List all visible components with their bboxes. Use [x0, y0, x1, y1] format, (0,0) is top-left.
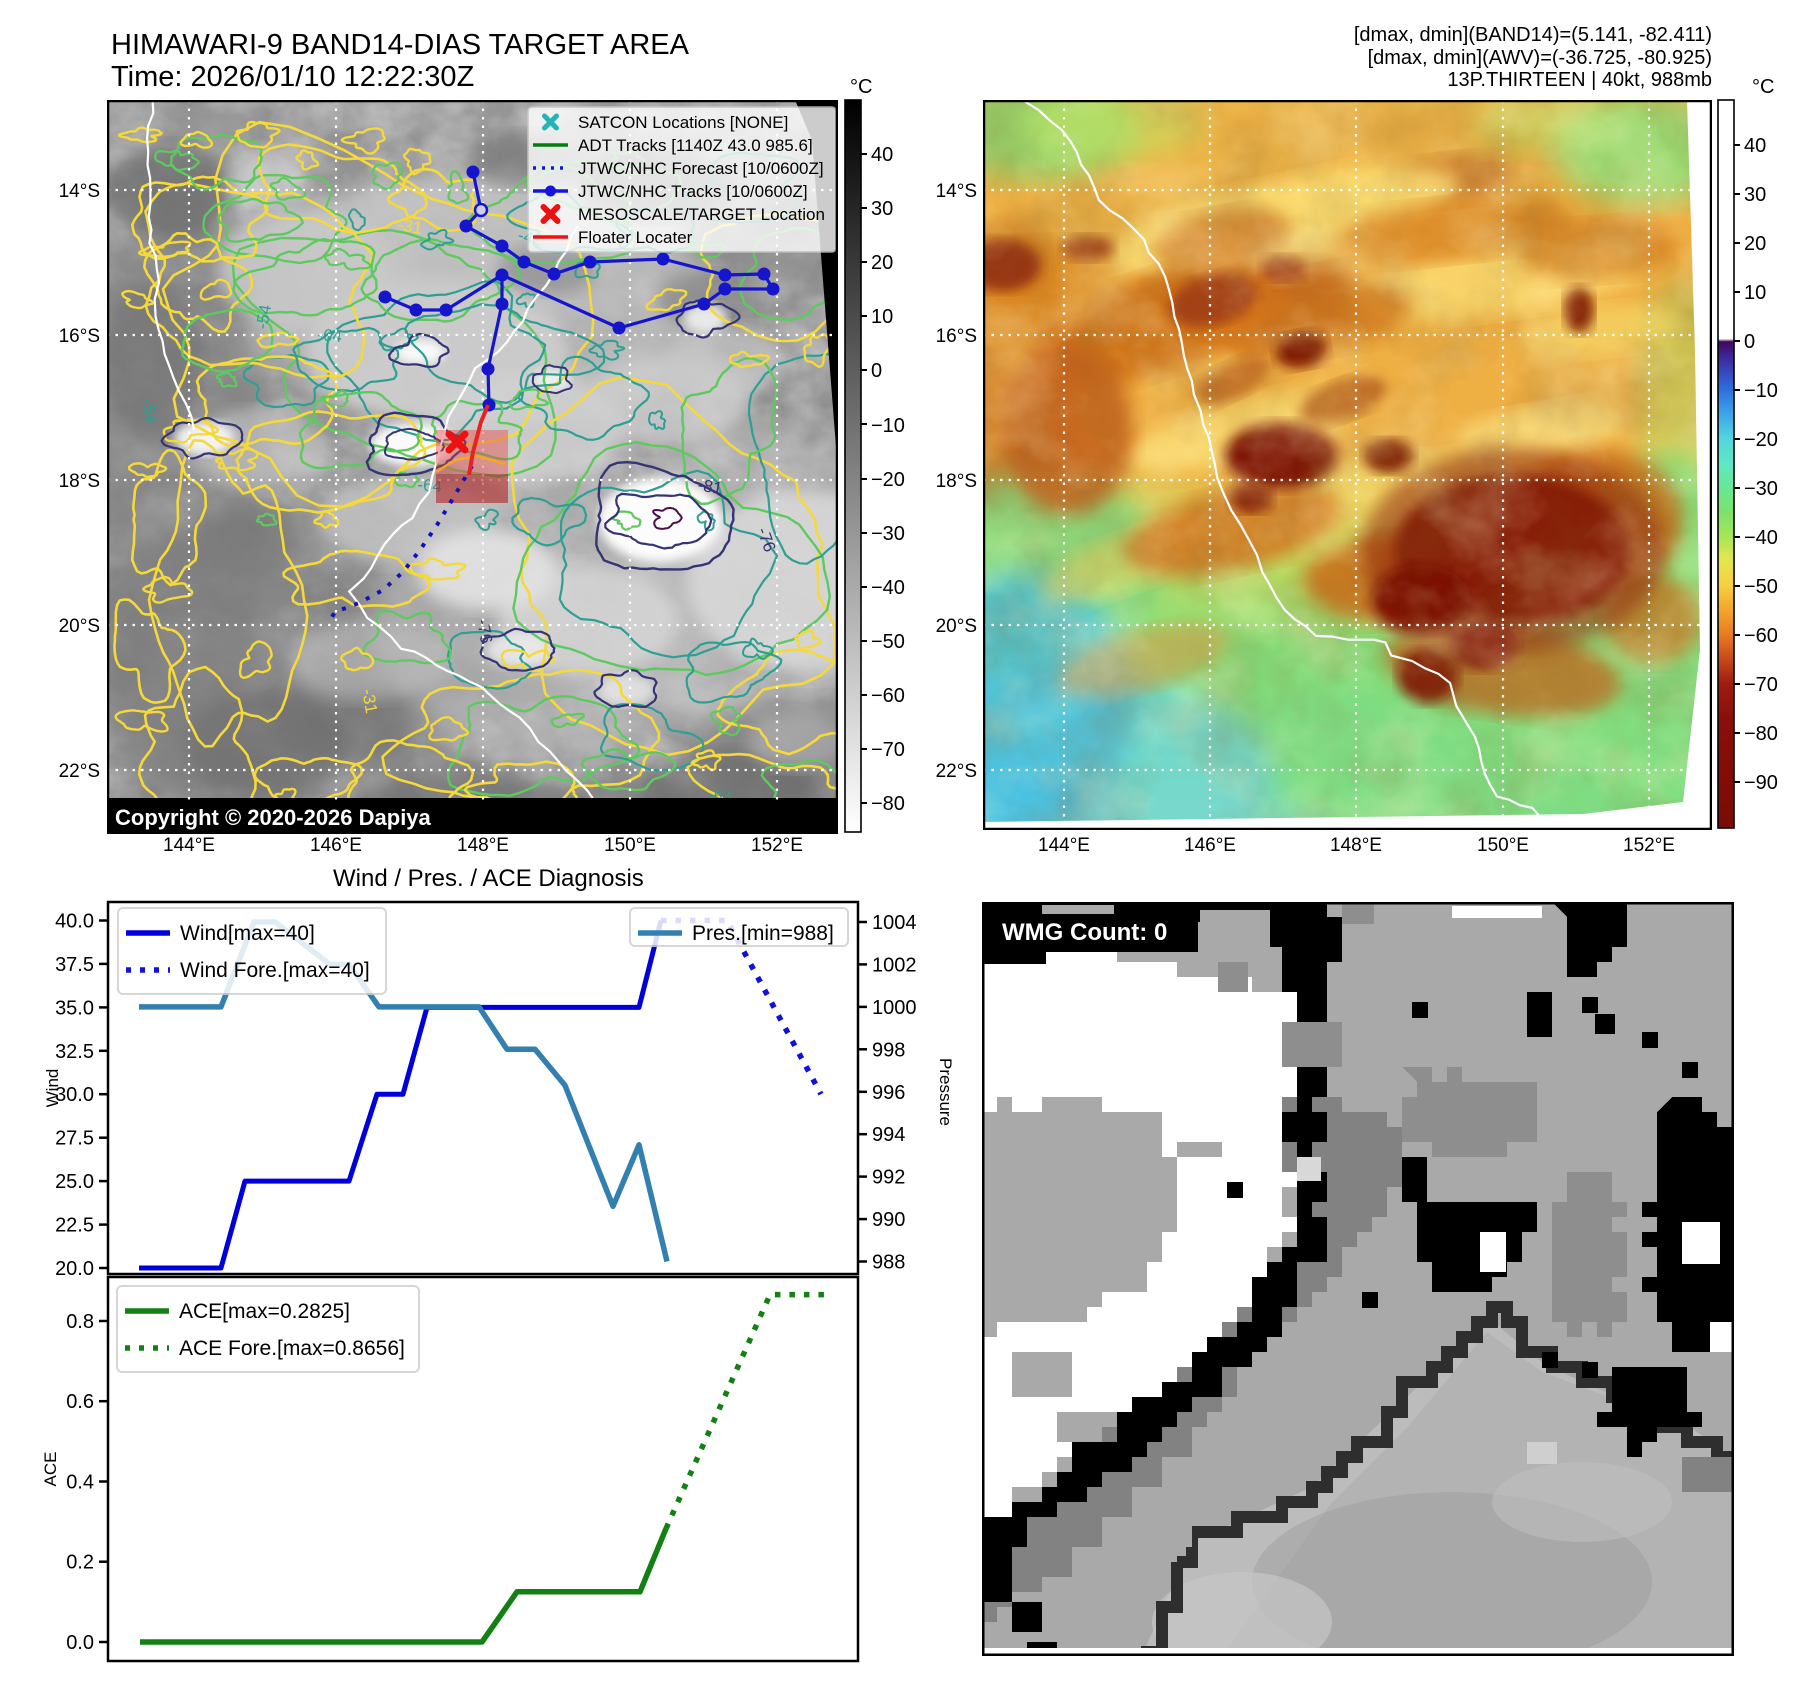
svg-text:990: 990: [872, 1209, 905, 1231]
svg-text:−20: −20: [1744, 429, 1778, 451]
svg-text:Wind: Wind: [43, 1069, 62, 1108]
svg-text:−50: −50: [871, 631, 905, 653]
svg-text:1002: 1002: [872, 954, 917, 976]
svg-text:40: 40: [871, 144, 893, 166]
svg-text:1004: 1004: [872, 912, 917, 934]
svg-text:0.0: 0.0: [66, 1632, 94, 1654]
svg-text:Wind Fore.[max=40]: Wind Fore.[max=40]: [180, 959, 370, 982]
svg-text:20: 20: [1744, 233, 1766, 255]
svg-text:-54: -54: [138, 397, 161, 425]
svg-text:MESOSCALE/TARGET Location: MESOSCALE/TARGET Location: [578, 205, 825, 224]
svg-text:0.2: 0.2: [66, 1552, 94, 1574]
svg-text:0: 0: [871, 360, 882, 382]
svg-text:Floater Locater: Floater Locater: [578, 228, 693, 247]
svg-text:996: 996: [872, 1082, 905, 1104]
svg-text:994: 994: [872, 1124, 905, 1146]
svg-text:−40: −40: [871, 577, 905, 599]
svg-text:25.0: 25.0: [55, 1171, 94, 1193]
svg-text:−10: −10: [1744, 380, 1778, 402]
svg-text:−70: −70: [1744, 674, 1778, 696]
svg-text:10: 10: [1744, 282, 1766, 304]
svg-text:−50: −50: [1744, 576, 1778, 598]
svg-text:−90: −90: [1744, 772, 1778, 794]
svg-text:10: 10: [871, 306, 893, 328]
svg-text:988: 988: [872, 1252, 905, 1274]
svg-text:−60: −60: [1744, 625, 1778, 647]
svg-text:22.5: 22.5: [55, 1215, 94, 1237]
svg-text:1000: 1000: [872, 997, 917, 1019]
svg-text:40: 40: [1744, 135, 1766, 157]
svg-text:Copyright © 2020-2026 Dapiya: Copyright © 2020-2026 Dapiya: [115, 805, 432, 830]
svg-text:WMG Count: 0: WMG Count: 0: [1002, 919, 1167, 946]
svg-text:0: 0: [1744, 331, 1755, 353]
svg-text:JTWC/NHC Forecast [10/0600Z]: JTWC/NHC Forecast [10/0600Z]: [578, 159, 824, 178]
svg-text:992: 992: [872, 1167, 905, 1189]
svg-text:0.6: 0.6: [66, 1391, 94, 1413]
svg-text:32.5: 32.5: [55, 1041, 94, 1063]
svg-text:30: 30: [871, 198, 893, 220]
svg-text:−80: −80: [871, 793, 905, 815]
svg-text:Pressure: Pressure: [936, 1058, 955, 1126]
svg-text:27.5: 27.5: [55, 1128, 94, 1150]
svg-text:-31: -31: [358, 687, 381, 715]
svg-text:-31: -31: [396, 215, 424, 238]
svg-text:40.0: 40.0: [55, 911, 94, 933]
svg-text:ACE: ACE: [41, 1452, 60, 1487]
svg-text:−80: −80: [1744, 723, 1778, 745]
svg-text:−30: −30: [1744, 478, 1778, 500]
svg-text:−30: −30: [871, 523, 905, 545]
svg-text:30: 30: [1744, 184, 1766, 206]
svg-text:0.8: 0.8: [66, 1311, 94, 1333]
svg-text:-54: -54: [252, 303, 275, 331]
svg-text:ADT Tracks [1140Z 43.0 985.6]: ADT Tracks [1140Z 43.0 985.6]: [578, 136, 813, 155]
svg-text:−20: −20: [871, 469, 905, 491]
svg-text:−40: −40: [1744, 527, 1778, 549]
svg-text:30.0: 30.0: [55, 1084, 94, 1106]
svg-text:ACE Fore.[max=0.8656]: ACE Fore.[max=0.8656]: [179, 1337, 405, 1360]
svg-text:−60: −60: [871, 685, 905, 707]
svg-text:−10: −10: [871, 415, 905, 437]
svg-text:SATCON Locations [NONE]: SATCON Locations [NONE]: [578, 113, 788, 132]
svg-text:998: 998: [872, 1039, 905, 1061]
svg-text:20: 20: [871, 252, 893, 274]
svg-text:Pres.[min=988]: Pres.[min=988]: [692, 922, 834, 945]
svg-text:ACE[max=0.2825]: ACE[max=0.2825]: [179, 1300, 350, 1323]
svg-text:35.0: 35.0: [55, 997, 94, 1019]
svg-text:0.4: 0.4: [66, 1472, 94, 1494]
svg-text:37.5: 37.5: [55, 954, 94, 976]
svg-text:−70: −70: [871, 739, 905, 761]
svg-text:20.0: 20.0: [55, 1258, 94, 1280]
svg-text:Wind[max=40]: Wind[max=40]: [180, 922, 315, 945]
svg-text:JTWC/NHC Tracks [10/0600Z]: JTWC/NHC Tracks [10/0600Z]: [578, 182, 808, 201]
